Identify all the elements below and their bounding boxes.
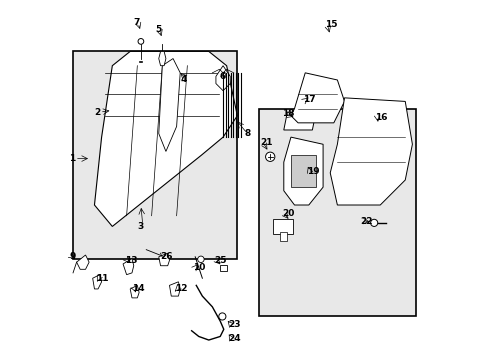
Circle shape — [138, 39, 143, 44]
Text: 14: 14 — [132, 284, 144, 293]
Circle shape — [370, 219, 377, 226]
Polygon shape — [130, 285, 139, 298]
Polygon shape — [123, 258, 134, 275]
Text: 15: 15 — [324, 20, 337, 29]
Text: 11: 11 — [96, 274, 108, 283]
Text: 19: 19 — [306, 167, 319, 176]
Bar — [73, 51, 237, 258]
Text: 6: 6 — [219, 72, 225, 81]
Text: 16: 16 — [374, 113, 386, 122]
Polygon shape — [169, 282, 180, 296]
Text: 24: 24 — [228, 334, 241, 343]
Bar — [258, 109, 415, 316]
Text: 25: 25 — [214, 256, 226, 265]
Polygon shape — [329, 98, 411, 205]
Polygon shape — [159, 59, 180, 152]
Text: 20: 20 — [282, 210, 294, 219]
Text: 18: 18 — [282, 109, 294, 118]
Circle shape — [197, 256, 203, 262]
Text: 17: 17 — [303, 95, 315, 104]
Text: 3: 3 — [137, 222, 143, 231]
Text: 13: 13 — [124, 256, 137, 265]
Polygon shape — [77, 255, 89, 269]
Text: 1: 1 — [69, 154, 76, 163]
Polygon shape — [283, 137, 323, 205]
Text: 5: 5 — [155, 26, 161, 35]
Polygon shape — [216, 66, 230, 91]
Bar — [272, 219, 292, 234]
Text: 2: 2 — [94, 108, 101, 117]
Text: 8: 8 — [244, 129, 250, 138]
Text: 12: 12 — [175, 284, 187, 293]
Bar — [280, 232, 287, 241]
Circle shape — [218, 313, 225, 320]
Text: 7: 7 — [134, 18, 140, 27]
Text: 10: 10 — [192, 263, 204, 272]
Polygon shape — [290, 73, 344, 123]
Text: 23: 23 — [228, 320, 241, 329]
Polygon shape — [283, 112, 315, 130]
Text: 26: 26 — [160, 252, 173, 261]
Circle shape — [265, 152, 274, 161]
Text: 22: 22 — [360, 217, 372, 226]
Polygon shape — [94, 51, 237, 226]
Text: 21: 21 — [260, 138, 272, 147]
Polygon shape — [93, 275, 102, 289]
Bar — [220, 265, 226, 271]
Text: 9: 9 — [69, 252, 76, 261]
Polygon shape — [159, 51, 165, 66]
Text: 4: 4 — [180, 76, 186, 85]
Polygon shape — [159, 253, 169, 266]
Bar — [290, 155, 315, 187]
